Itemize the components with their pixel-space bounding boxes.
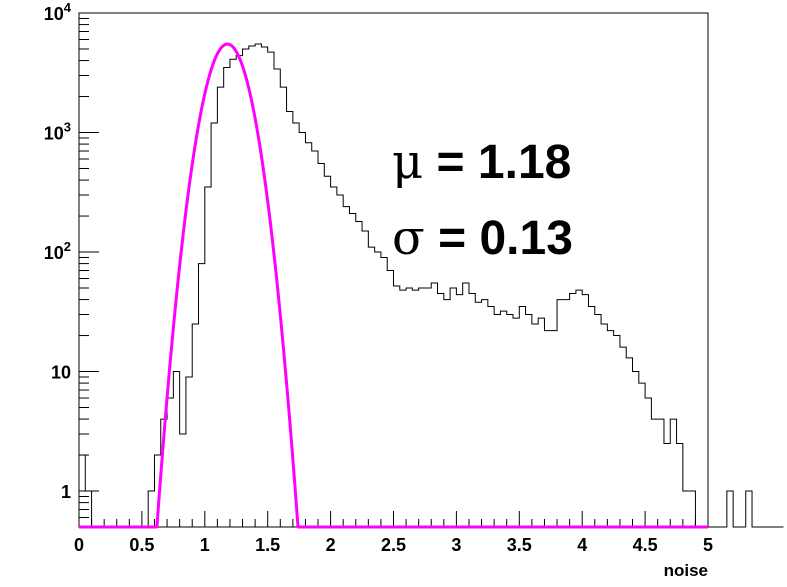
plot-frame <box>78 12 709 528</box>
x-tick-label: 2 <box>326 535 336 555</box>
x-tick-labels: 0 0.5 1 1.5 2 2.5 3 3.5 4 4.5 5 <box>74 535 713 555</box>
x-tick-label: 3.5 <box>507 535 532 555</box>
y-tick-label: 102 <box>44 239 71 263</box>
x-tick-label: 5 <box>703 535 713 555</box>
y-tick-label: 10 <box>51 363 71 383</box>
x-tick-label: 4.5 <box>633 535 658 555</box>
y-tick-label: 1 <box>61 482 71 502</box>
y-tick-label: 103 <box>44 120 71 144</box>
fit-annotations: μ = 1.18 σ = 0.13 <box>392 134 573 266</box>
x-tick-label: 0 <box>74 535 84 555</box>
gaussian-fit-curve <box>79 42 708 529</box>
x-tick-label: 4 <box>577 535 587 555</box>
histogram-series <box>78 43 784 528</box>
x-tick-label: 1 <box>200 535 210 555</box>
y-axis-ticks <box>79 12 99 528</box>
x-tick-label: 0.5 <box>129 535 154 555</box>
x-tick-label: 3 <box>451 535 461 555</box>
x-tick-label: 1.5 <box>255 535 280 555</box>
x-tick-label: 2.5 <box>381 535 406 555</box>
sigma-annotation: σ = 0.13 <box>392 210 573 266</box>
mu-annotation: μ = 1.18 <box>392 134 571 190</box>
y-tick-labels: 1 10 102 103 104 <box>44 0 72 502</box>
x-axis-title: noise <box>664 561 708 580</box>
x-axis-ticks <box>78 511 709 527</box>
y-tick-label: 104 <box>44 0 72 24</box>
